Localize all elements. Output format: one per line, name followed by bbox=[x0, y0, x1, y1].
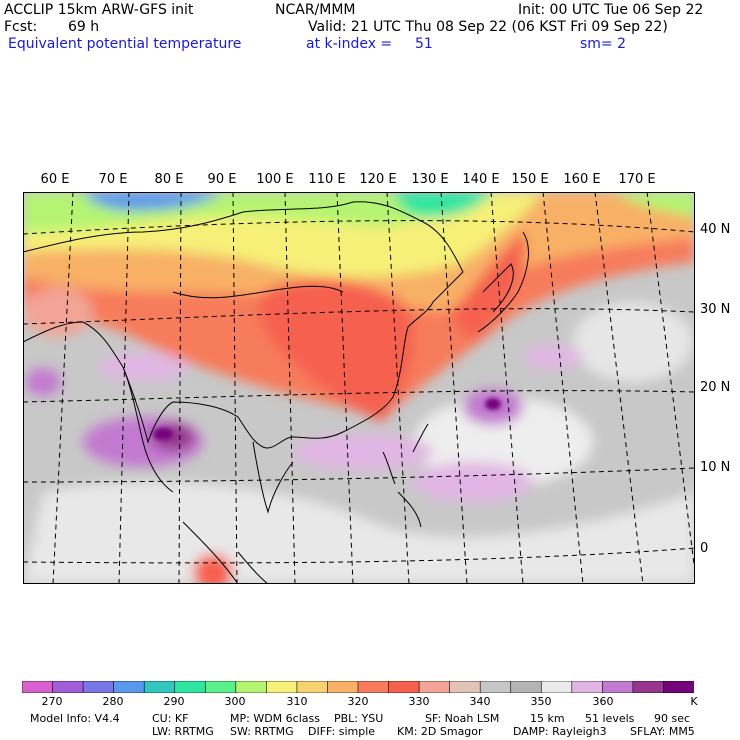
lon-label-80e: 80 E bbox=[154, 172, 184, 187]
lon-label-140e: 140 E bbox=[462, 172, 500, 187]
high-theta-e-india bbox=[98, 353, 188, 381]
colorbar-swatch bbox=[418, 681, 451, 693]
footer-levels: 51 levels bbox=[585, 712, 635, 725]
lat-label-30n: 30 N bbox=[700, 302, 731, 317]
high-theta-e-east bbox=[523, 345, 583, 369]
lon-label-120e: 120 E bbox=[359, 172, 397, 187]
colorbar-swatch bbox=[571, 681, 604, 693]
colorbar-swatch bbox=[296, 681, 329, 693]
colorbar-tick-280: 280 bbox=[102, 695, 124, 708]
lon-label-90e: 90 E bbox=[207, 172, 237, 187]
colorbar-swatch bbox=[143, 681, 176, 693]
cool-patch-east bbox=[613, 192, 695, 217]
footer-model-info: Model Info: V4.4 bbox=[30, 712, 120, 725]
light-patch-east bbox=[573, 302, 693, 382]
footer-pbl: PBL: YSU bbox=[334, 712, 384, 725]
colorbar-tick-330: 330 bbox=[408, 695, 430, 708]
footer-sw: SW: RRTMG bbox=[230, 725, 294, 738]
colorbar-swatch bbox=[663, 681, 694, 693]
colorbar-tick-340: 340 bbox=[469, 695, 491, 708]
warm-patch-arabia bbox=[23, 287, 93, 337]
colorbar-tick-270: 270 bbox=[41, 695, 63, 708]
init-time: Init: 00 UTC Tue 06 Sep 22 bbox=[518, 2, 704, 18]
light-patch bbox=[23, 482, 695, 584]
colorbar-tick-350: 350 bbox=[530, 695, 552, 708]
colorbar-swatch bbox=[357, 681, 390, 693]
colorbar-swatch bbox=[632, 681, 665, 693]
coastlines bbox=[23, 201, 529, 584]
cool-patch-green bbox=[393, 192, 493, 219]
colorbar-swatch bbox=[388, 681, 420, 693]
lat-label-20n: 20 N bbox=[700, 380, 731, 395]
level-value: 51 bbox=[415, 36, 433, 52]
warm-core-japan bbox=[453, 232, 526, 342]
colorbar-swatch bbox=[266, 681, 298, 693]
colorbar bbox=[22, 681, 694, 693]
colorbar-tick-320: 320 bbox=[347, 695, 369, 708]
forecast-hour: 69 h bbox=[68, 19, 100, 35]
colorbar-swatch bbox=[204, 681, 237, 693]
colorbar-swatch bbox=[113, 681, 145, 693]
colorbar-swatch bbox=[602, 681, 634, 693]
lon-label-70e: 70 E bbox=[98, 172, 128, 187]
colorbar-tick-360: 360 bbox=[592, 695, 614, 708]
warm-core-china bbox=[259, 279, 414, 422]
bengal-center bbox=[153, 428, 173, 440]
field-name: Equivalent potential temperature bbox=[8, 36, 242, 52]
high-theta-e-philippine-sea bbox=[413, 462, 533, 502]
footer-damp: DAMP: Rayleigh3 bbox=[513, 725, 607, 738]
forecast-label: Fcst: bbox=[4, 19, 38, 35]
lat-label-0: 0 bbox=[700, 541, 709, 556]
colorbar-swatch bbox=[327, 681, 359, 693]
footer-km: KM: 2D Smagor bbox=[397, 725, 483, 738]
typhoon-center bbox=[485, 398, 501, 410]
theta-e-map bbox=[23, 192, 695, 584]
lat-label-10n: 10 N bbox=[700, 460, 731, 475]
colorbar-swatch bbox=[510, 681, 543, 693]
high-theta-e-arabian-sea bbox=[25, 368, 61, 396]
footer-resolution: 15 km bbox=[530, 712, 565, 725]
warm-patch-sumatra bbox=[193, 554, 233, 584]
lon-label-160e: 160 E bbox=[563, 172, 601, 187]
colorbar-swatch bbox=[479, 681, 512, 693]
high-theta-e-scs bbox=[293, 434, 433, 470]
graticule bbox=[23, 192, 695, 584]
level-label: at k-index = bbox=[306, 36, 393, 52]
colorbar-swatch bbox=[449, 681, 481, 693]
colorbar-tick-310: 310 bbox=[286, 695, 308, 708]
colorbar-unit: K bbox=[690, 695, 698, 708]
cool-patch-blue bbox=[83, 192, 223, 211]
lon-label-60e: 60 E bbox=[40, 172, 70, 187]
lon-label-170e: 170 E bbox=[618, 172, 656, 187]
lon-label-130e: 130 E bbox=[411, 172, 449, 187]
lon-label-100e: 100 E bbox=[256, 172, 294, 187]
map-frame bbox=[23, 192, 695, 584]
lon-label-110e: 110 E bbox=[308, 172, 346, 187]
lat-label-40n: 40 N bbox=[700, 222, 731, 237]
smoothing-label: sm= 2 bbox=[580, 36, 627, 52]
colorbar-swatch bbox=[174, 681, 207, 693]
footer-timestep: 90 sec bbox=[654, 712, 691, 725]
footer-diff: DIFF: simple bbox=[308, 725, 376, 738]
footer-mp: MP: WDM 6class bbox=[230, 712, 320, 725]
colorbar-tick-290: 290 bbox=[163, 695, 185, 708]
organization-label: NCAR/MMM bbox=[275, 2, 356, 18]
colorbar-swatch bbox=[22, 681, 54, 693]
lon-label-150e: 150 E bbox=[511, 172, 549, 187]
colorbar-swatch bbox=[52, 681, 84, 693]
footer-cu: CU: KF bbox=[152, 712, 189, 725]
valid-time: Valid: 21 UTC Thu 08 Sep 22 (06 KST Fri … bbox=[308, 19, 668, 35]
footer-sf: SF: Noah LSM bbox=[425, 712, 500, 725]
colorbar-swatch bbox=[540, 681, 573, 693]
footer-sflay: SFLAY: MM5 bbox=[630, 725, 695, 738]
colorbar-swatch bbox=[82, 681, 115, 693]
colorbar-tick-300: 300 bbox=[224, 695, 246, 708]
colorbar-swatch bbox=[235, 681, 268, 693]
model-title: ACCLIP 15km ARW-GFS init bbox=[4, 2, 194, 18]
footer-lw: LW: RRTMG bbox=[152, 725, 214, 738]
